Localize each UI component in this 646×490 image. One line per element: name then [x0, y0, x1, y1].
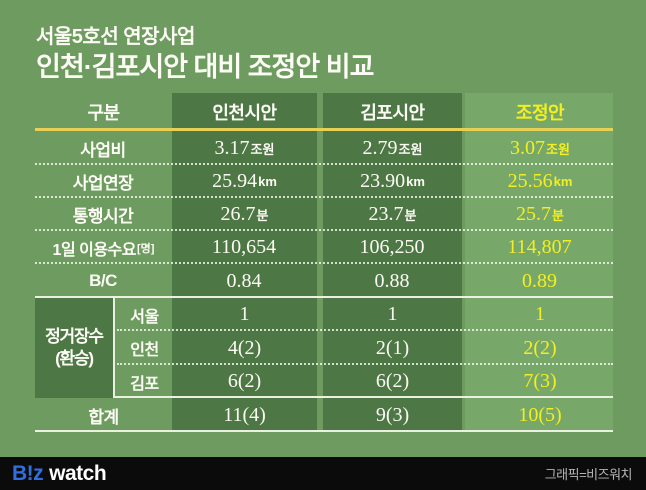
value-adjusted: 7(3) — [523, 370, 557, 392]
value-gimpo: 23.90 km — [360, 170, 425, 192]
header-incheon: 인천시안 — [212, 103, 277, 123]
value-gimpo: 1 — [387, 303, 398, 325]
station-row-divider-dotted — [117, 363, 613, 365]
section-divider — [35, 296, 613, 298]
table-row-bc-ratio: B/C 0.84 0.88 0.89 — [35, 264, 613, 298]
bizwatch-logo: B!z watch — [12, 461, 107, 486]
table-row-stations-gimpo: 김포 6(2) 6(2) 7(3) — [35, 365, 613, 398]
value-gimpo: 0.88 — [374, 269, 410, 292]
row-divider-dotted — [35, 262, 613, 264]
value-adjusted: 25.56 km — [507, 170, 573, 192]
value-adjusted: 3.07 조원 — [510, 136, 570, 159]
value-gimpo: 9(3) — [375, 403, 410, 426]
value-incheon: 0.84 — [226, 269, 262, 292]
header-adjusted: 조정안 — [515, 103, 565, 123]
value-incheon: 11(4) — [223, 403, 266, 426]
station-sub-label: 김포 — [130, 375, 159, 393]
header-gimpo: 김포시안 — [360, 103, 425, 123]
value-incheon: 110,654 — [211, 236, 277, 258]
table-row-daily-demand: 1일 이용수요 [명] 110,654 106,250 114,807 — [35, 231, 613, 264]
value-incheon: 6(2) — [227, 370, 262, 392]
title-line1: 서울5호선 연장사업 — [36, 26, 195, 48]
station-sub-label: 서울 — [130, 308, 159, 326]
value-adjusted: 114,807 — [507, 236, 572, 258]
section-divider — [35, 396, 613, 398]
station-group-label-line2: (환승) — [55, 349, 94, 368]
value-adjusted: 1 — [535, 303, 545, 325]
value-adjusted: 0.89 — [522, 269, 557, 292]
table-row-stations-seoul: 서울 1 1 1 — [35, 298, 613, 331]
value-adjusted: 10(5) — [518, 403, 562, 426]
footer-bar: B!z watch 그래픽=비즈워치 — [0, 457, 646, 490]
value-adjusted: 25.7 분 — [516, 203, 564, 225]
logo-watch: watch — [49, 461, 107, 485]
total-label: 합계 — [88, 407, 119, 427]
row-label: B/C — [89, 271, 117, 290]
table-row-length: 사업연장 25.94 km 23.90 km 25.56 km — [35, 165, 613, 198]
value-gimpo: 2(1) — [375, 336, 410, 359]
value-adjusted: 2(2) — [523, 336, 557, 359]
comparison-table: 정거장수 (환승) 구분 인천시안 김포시안 조정안 사업비 3.17 조원 2.… — [35, 93, 613, 432]
credit-text: 그래픽=비즈워치 — [544, 467, 633, 482]
row-label: 사업연장 — [72, 174, 134, 193]
title-line2: 인천·김포시안 대비 조정안 비교 — [36, 52, 374, 82]
logo-biz: B!z — [12, 461, 44, 485]
table-header-row: 구분 인천시안 김포시안 조정안 — [35, 93, 613, 131]
row-divider-dotted — [35, 163, 613, 165]
value-gimpo: 23.7 분 — [368, 203, 417, 225]
value-incheon: 4(2) — [227, 336, 262, 359]
table-row-cost: 사업비 3.17 조원 2.79 조원 3.07 조원 — [35, 131, 613, 165]
station-group-label: 정거장수 (환승) — [35, 298, 115, 398]
row-label: 1일 이용수요 [명] — [52, 241, 155, 259]
row-label: 통행시간 — [72, 207, 134, 226]
value-gimpo: 2.79 조원 — [362, 136, 423, 159]
value-incheon: 3.17 조원 — [214, 136, 275, 159]
table-row-total: 합계 11(4) 9(3) 10(5) — [35, 398, 613, 432]
header-category: 구분 — [87, 103, 120, 123]
station-sub-label: 인천 — [130, 342, 159, 359]
table-row-travel-time: 통행시간 26.7 분 23.7 분 25.7 분 — [35, 198, 613, 231]
value-incheon: 26.7 분 — [220, 203, 269, 225]
page-title: 서울5호선 연장사업 인천·김포시안 대비 조정안 비교 — [36, 26, 374, 83]
value-incheon: 25.94 km — [212, 170, 277, 192]
value-gimpo: 6(2) — [375, 370, 410, 392]
value-gimpo: 106,250 — [359, 236, 425, 258]
row-divider-dotted — [35, 196, 613, 198]
row-divider-dotted — [35, 229, 613, 231]
station-group-label-line1: 정거장수 — [45, 326, 104, 346]
station-row-divider-dotted — [117, 329, 613, 331]
value-incheon: 1 — [239, 303, 250, 325]
header-underline — [35, 128, 613, 131]
row-label: 사업비 — [80, 140, 126, 160]
table-bottom-line — [35, 430, 613, 432]
table-row-stations-incheon: 인천 4(2) 2(1) 2(2) — [35, 331, 613, 365]
